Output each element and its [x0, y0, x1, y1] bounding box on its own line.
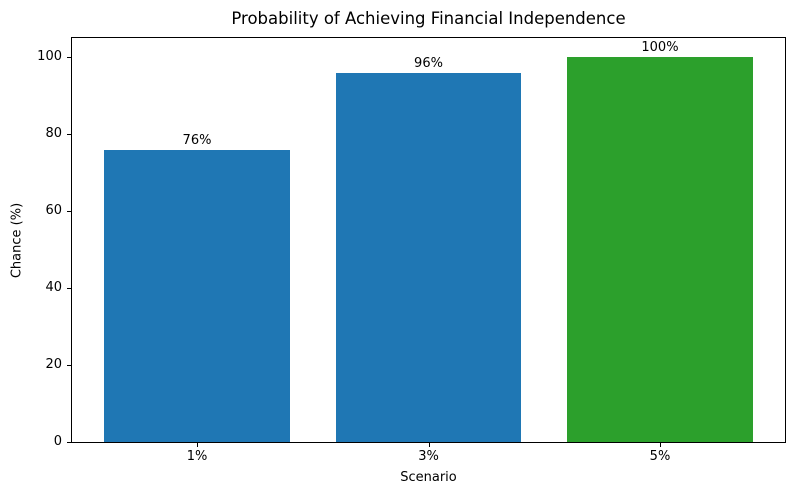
x-tick-label-3%: 3%	[418, 449, 439, 464]
y-tick-mark-60	[67, 210, 71, 212]
y-tick-mark-0	[67, 441, 71, 443]
y-tick-label-20: 20	[45, 357, 62, 373]
y-tick-label-0: 0	[53, 434, 62, 449]
y-tick-label-80: 80	[45, 126, 62, 142]
x-tick-label-5%: 5%	[649, 449, 671, 464]
bar-scenario-5%	[567, 57, 753, 442]
y-tick-mark-20	[67, 364, 71, 366]
bar-scenario-3%	[335, 72, 522, 442]
y-tick-label-40: 40	[45, 280, 62, 296]
x-tick-mark-1%	[197, 443, 198, 447]
x-tick-mark-3%	[428, 443, 430, 447]
x-tick-mark-5%	[659, 443, 661, 447]
y-tick-mark-40	[67, 287, 71, 289]
y-tick-mark-80	[67, 133, 71, 135]
y-tick-label-100: 100	[37, 49, 62, 65]
y-tick-mark-100	[67, 56, 71, 58]
bar-value-label-5%: 100%	[641, 40, 679, 56]
bar-value-label-3%: 96%	[414, 55, 443, 71]
x-axis-label: Scenario	[400, 470, 457, 485]
x-tick-label-1%: 1%	[186, 449, 208, 464]
plot-area	[71, 37, 786, 443]
bar-value-label-1%: 76%	[182, 132, 212, 148]
chart-title: Probability of Achieving Financial Indep…	[231, 9, 626, 28]
y-tick-label-60: 60	[45, 203, 62, 219]
bar-scenario-1%	[104, 149, 290, 442]
